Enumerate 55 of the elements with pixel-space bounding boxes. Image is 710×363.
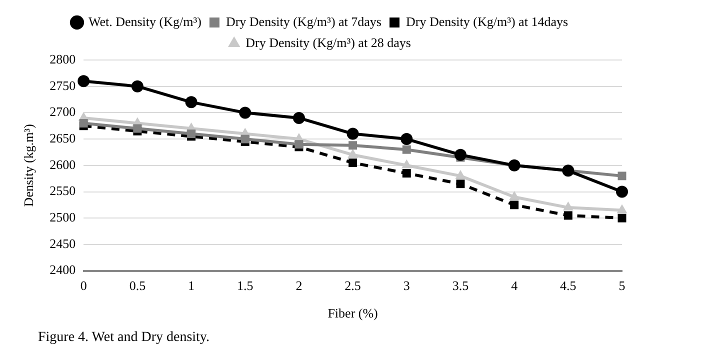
y-tick-label: 2400: [50, 262, 76, 278]
y-tick-label: 2650: [50, 130, 76, 146]
x-tick-label: 4: [511, 278, 518, 294]
y-tick-label: 2600: [50, 156, 76, 172]
x-axis-title: Fiber (%): [328, 306, 378, 321]
point: [616, 186, 628, 198]
x-tick-label: 1.5: [236, 278, 254, 294]
x-tick-label: 5: [618, 278, 626, 294]
point: [564, 211, 572, 220]
x-tick-label: 4.5: [560, 278, 576, 294]
point: [562, 202, 574, 211]
point: [456, 180, 465, 188]
point: [292, 112, 305, 124]
point: [348, 141, 358, 150]
y-tick-label: 2800: [50, 51, 76, 66]
legend-label: Dry Density (Kg/m³) at 7days: [226, 14, 382, 29]
point: [187, 130, 196, 138]
caption: Figure 4. Wet and Dry density.: [38, 330, 211, 346]
x-tick-label: 0: [80, 278, 87, 294]
point: [239, 106, 252, 119]
point: [294, 140, 304, 149]
point: [618, 214, 626, 222]
legend-label: Dry Density (Kg/m³) at 14days: [406, 14, 568, 29]
point: [78, 75, 90, 88]
point: [348, 148, 358, 158]
x-tick-label: 3: [403, 278, 410, 294]
y-tick-label: 2500: [50, 210, 76, 225]
point: [240, 134, 250, 144]
point: [133, 124, 142, 133]
x-tick-label: 0.5: [129, 278, 146, 294]
x-tick-label: 3.5: [452, 278, 469, 294]
point: [400, 133, 413, 146]
point: [402, 169, 411, 178]
y-tick-label: 2450: [50, 236, 76, 251]
point: [348, 158, 358, 168]
point: [510, 200, 519, 210]
point: [401, 159, 412, 168]
point: [185, 96, 198, 108]
point: [616, 204, 628, 214]
y-tick-label: 2550: [50, 183, 76, 198]
point: [618, 172, 626, 180]
point: [346, 128, 359, 140]
y-axis-title: Density (kg.m³): [21, 124, 36, 207]
x-tick-label: 2: [296, 278, 302, 294]
y-tick-label: 2700: [50, 104, 76, 120]
legend-label: Dry Density (Kg/m³) at 28 days: [246, 34, 411, 50]
x-tick-label: 1: [188, 278, 195, 294]
point: [79, 119, 88, 128]
x-tick-label: 2.5: [344, 278, 361, 294]
point: [454, 148, 466, 161]
legend-label: Wet. Density (Kg/m³): [88, 14, 202, 29]
point: [402, 145, 411, 154]
point: [509, 191, 520, 200]
point: [131, 80, 144, 92]
y-tick-label: 2750: [50, 78, 76, 93]
